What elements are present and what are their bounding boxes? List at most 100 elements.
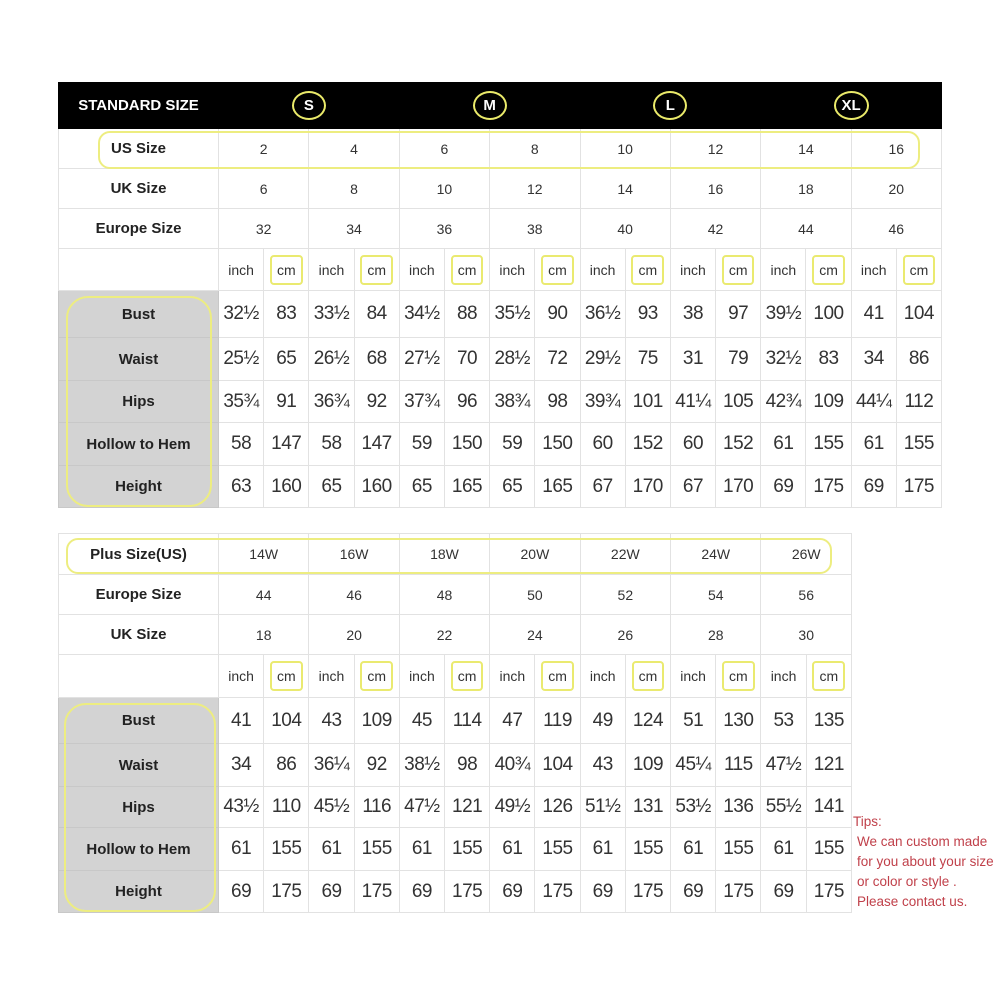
size-value: 16W — [308, 533, 400, 575]
unit-cm: cm — [534, 248, 581, 291]
size-value: 46 — [850, 208, 943, 249]
measurement-value: 53 — [760, 697, 807, 744]
measurement-value: 101 — [624, 380, 671, 423]
size-value: 28 — [670, 614, 762, 655]
measurement-value: 38½ — [398, 743, 446, 787]
unit-inch: inch — [579, 654, 626, 698]
measurement-value: 58 — [217, 422, 265, 466]
measurement-value: 29½ — [579, 337, 626, 381]
size-value: 54 — [670, 574, 762, 615]
measurement-value: 58 — [308, 422, 355, 466]
measurement-value: 36¼ — [308, 743, 355, 787]
row-label: Europe Size — [58, 574, 219, 615]
size-value: 34 — [308, 208, 400, 249]
measurement-value: 104 — [263, 697, 310, 744]
unit-cm-label: cm — [631, 661, 665, 691]
measurement-row: Hollow to Hem 61 155 61 155 61 155 61 155 61 155 61… — [58, 827, 853, 871]
measurement-value: 43 — [579, 743, 626, 787]
tips-title: Tips: — [853, 814, 882, 829]
measurement-value: 55½ — [760, 786, 807, 828]
measurement-value: 86 — [895, 337, 943, 381]
measurement-value: 47½ — [398, 786, 446, 828]
size-value: 22W — [579, 533, 672, 575]
measurement-label: Bust — [58, 290, 219, 338]
tips-line: We can custom made — [857, 834, 988, 849]
measurement-value: 61 — [489, 827, 536, 871]
unit-cm-label: cm — [269, 254, 303, 285]
measurement-value: 170 — [624, 465, 671, 508]
size-group-s: S — [218, 82, 400, 129]
size-value: 20W — [489, 533, 581, 575]
measurement-value: 155 — [895, 422, 943, 466]
measurement-value: 53½ — [670, 786, 717, 828]
measurement-value: 90 — [534, 290, 581, 338]
size-value: 6 — [398, 128, 491, 169]
measurement-value: 39½ — [760, 290, 807, 338]
measurement-value: 141 — [805, 786, 853, 828]
measurement-value: 34 — [850, 337, 897, 381]
unit-inch: inch — [308, 248, 355, 291]
unit-cm: cm — [263, 654, 310, 698]
unit-inch: inch — [670, 654, 717, 698]
measurement-value: 31 — [669, 337, 717, 381]
measurement-value: 69 — [398, 870, 446, 913]
unit-cm-label: cm — [722, 661, 755, 691]
measurement-value: 109 — [805, 380, 852, 423]
unit-cm: cm — [353, 248, 400, 291]
unit-cm-label: cm — [902, 254, 936, 285]
measurement-label: Hollow to Hem — [58, 827, 219, 871]
unit-inch: inch — [669, 248, 717, 291]
measurement-value: 155 — [263, 827, 310, 871]
measurement-value: 175 — [895, 465, 943, 508]
measurement-row: Waist 34 86 36¼ 92 38½ 98 40¾ 104 43 109 45¼ 115 47½ 1… — [58, 743, 853, 787]
measurement-row: Hips 43½ 110 45½ 116 47½ 121 49½ 126 51½ 131 53½ 136… — [58, 786, 853, 828]
measurement-value: 104 — [534, 743, 581, 787]
measurement-value: 72 — [534, 337, 581, 381]
measurement-value: 121 — [444, 786, 491, 828]
measurement-value: 32½ — [217, 290, 265, 338]
measurement-value: 150 — [443, 422, 491, 466]
measurement-value: 60 — [669, 422, 717, 466]
measurement-value: 67 — [669, 465, 717, 508]
measurement-row: Height 69 175 69 175 69 175 69 175 69 175 69 175 69 17… — [58, 870, 853, 913]
measurement-value: 25½ — [217, 337, 265, 381]
measurement-value: 155 — [715, 827, 762, 871]
measurement-value: 114 — [444, 697, 491, 744]
measurement-value: 60 — [579, 422, 626, 466]
size-value: 12 — [669, 128, 762, 169]
unit-cm: cm — [805, 248, 852, 291]
measurement-value: 43½ — [217, 786, 265, 828]
tips-note: Tips: We can custom made for you about y… — [853, 812, 994, 912]
measurement-value: 69 — [850, 465, 897, 508]
measurement-value: 38¾ — [489, 380, 536, 423]
measurement-value: 67 — [579, 465, 626, 508]
size-row: Europe Size 44 46 48 50 52 54 56 — [58, 574, 852, 615]
measurement-value: 150 — [534, 422, 581, 466]
unit-cm-label: cm — [450, 661, 484, 691]
row-label: Plus Size(US) — [58, 533, 219, 575]
unit-inch: inch — [760, 654, 807, 698]
measurement-value: 65 — [398, 465, 445, 508]
header-row: STANDARD SIZE S M L XL — [58, 82, 942, 129]
measurement-value: 39¾ — [579, 380, 626, 423]
size-group-m-label: M — [472, 91, 507, 120]
tips-line: or color or style . — [857, 874, 957, 889]
size-value: 46 — [308, 574, 400, 615]
measurement-value: 97 — [715, 290, 762, 338]
measurement-value: 152 — [624, 422, 671, 466]
measurement-value: 35½ — [489, 290, 536, 338]
measurement-value: 43 — [308, 697, 355, 744]
measurement-value: 51 — [670, 697, 717, 744]
size-value: 48 — [398, 574, 491, 615]
measurement-value: 109 — [353, 697, 400, 744]
unit-inch: inch — [850, 248, 897, 291]
measurement-value: 175 — [715, 870, 762, 913]
size-group-l: L — [579, 82, 762, 129]
measurement-value: 155 — [805, 827, 853, 871]
measurement-value: 126 — [534, 786, 581, 828]
measurement-value: 68 — [353, 337, 400, 381]
measurement-value: 93 — [624, 290, 671, 338]
measurement-value: 45½ — [308, 786, 355, 828]
unit-cm: cm — [715, 248, 762, 291]
unit-inch: inch — [398, 248, 445, 291]
